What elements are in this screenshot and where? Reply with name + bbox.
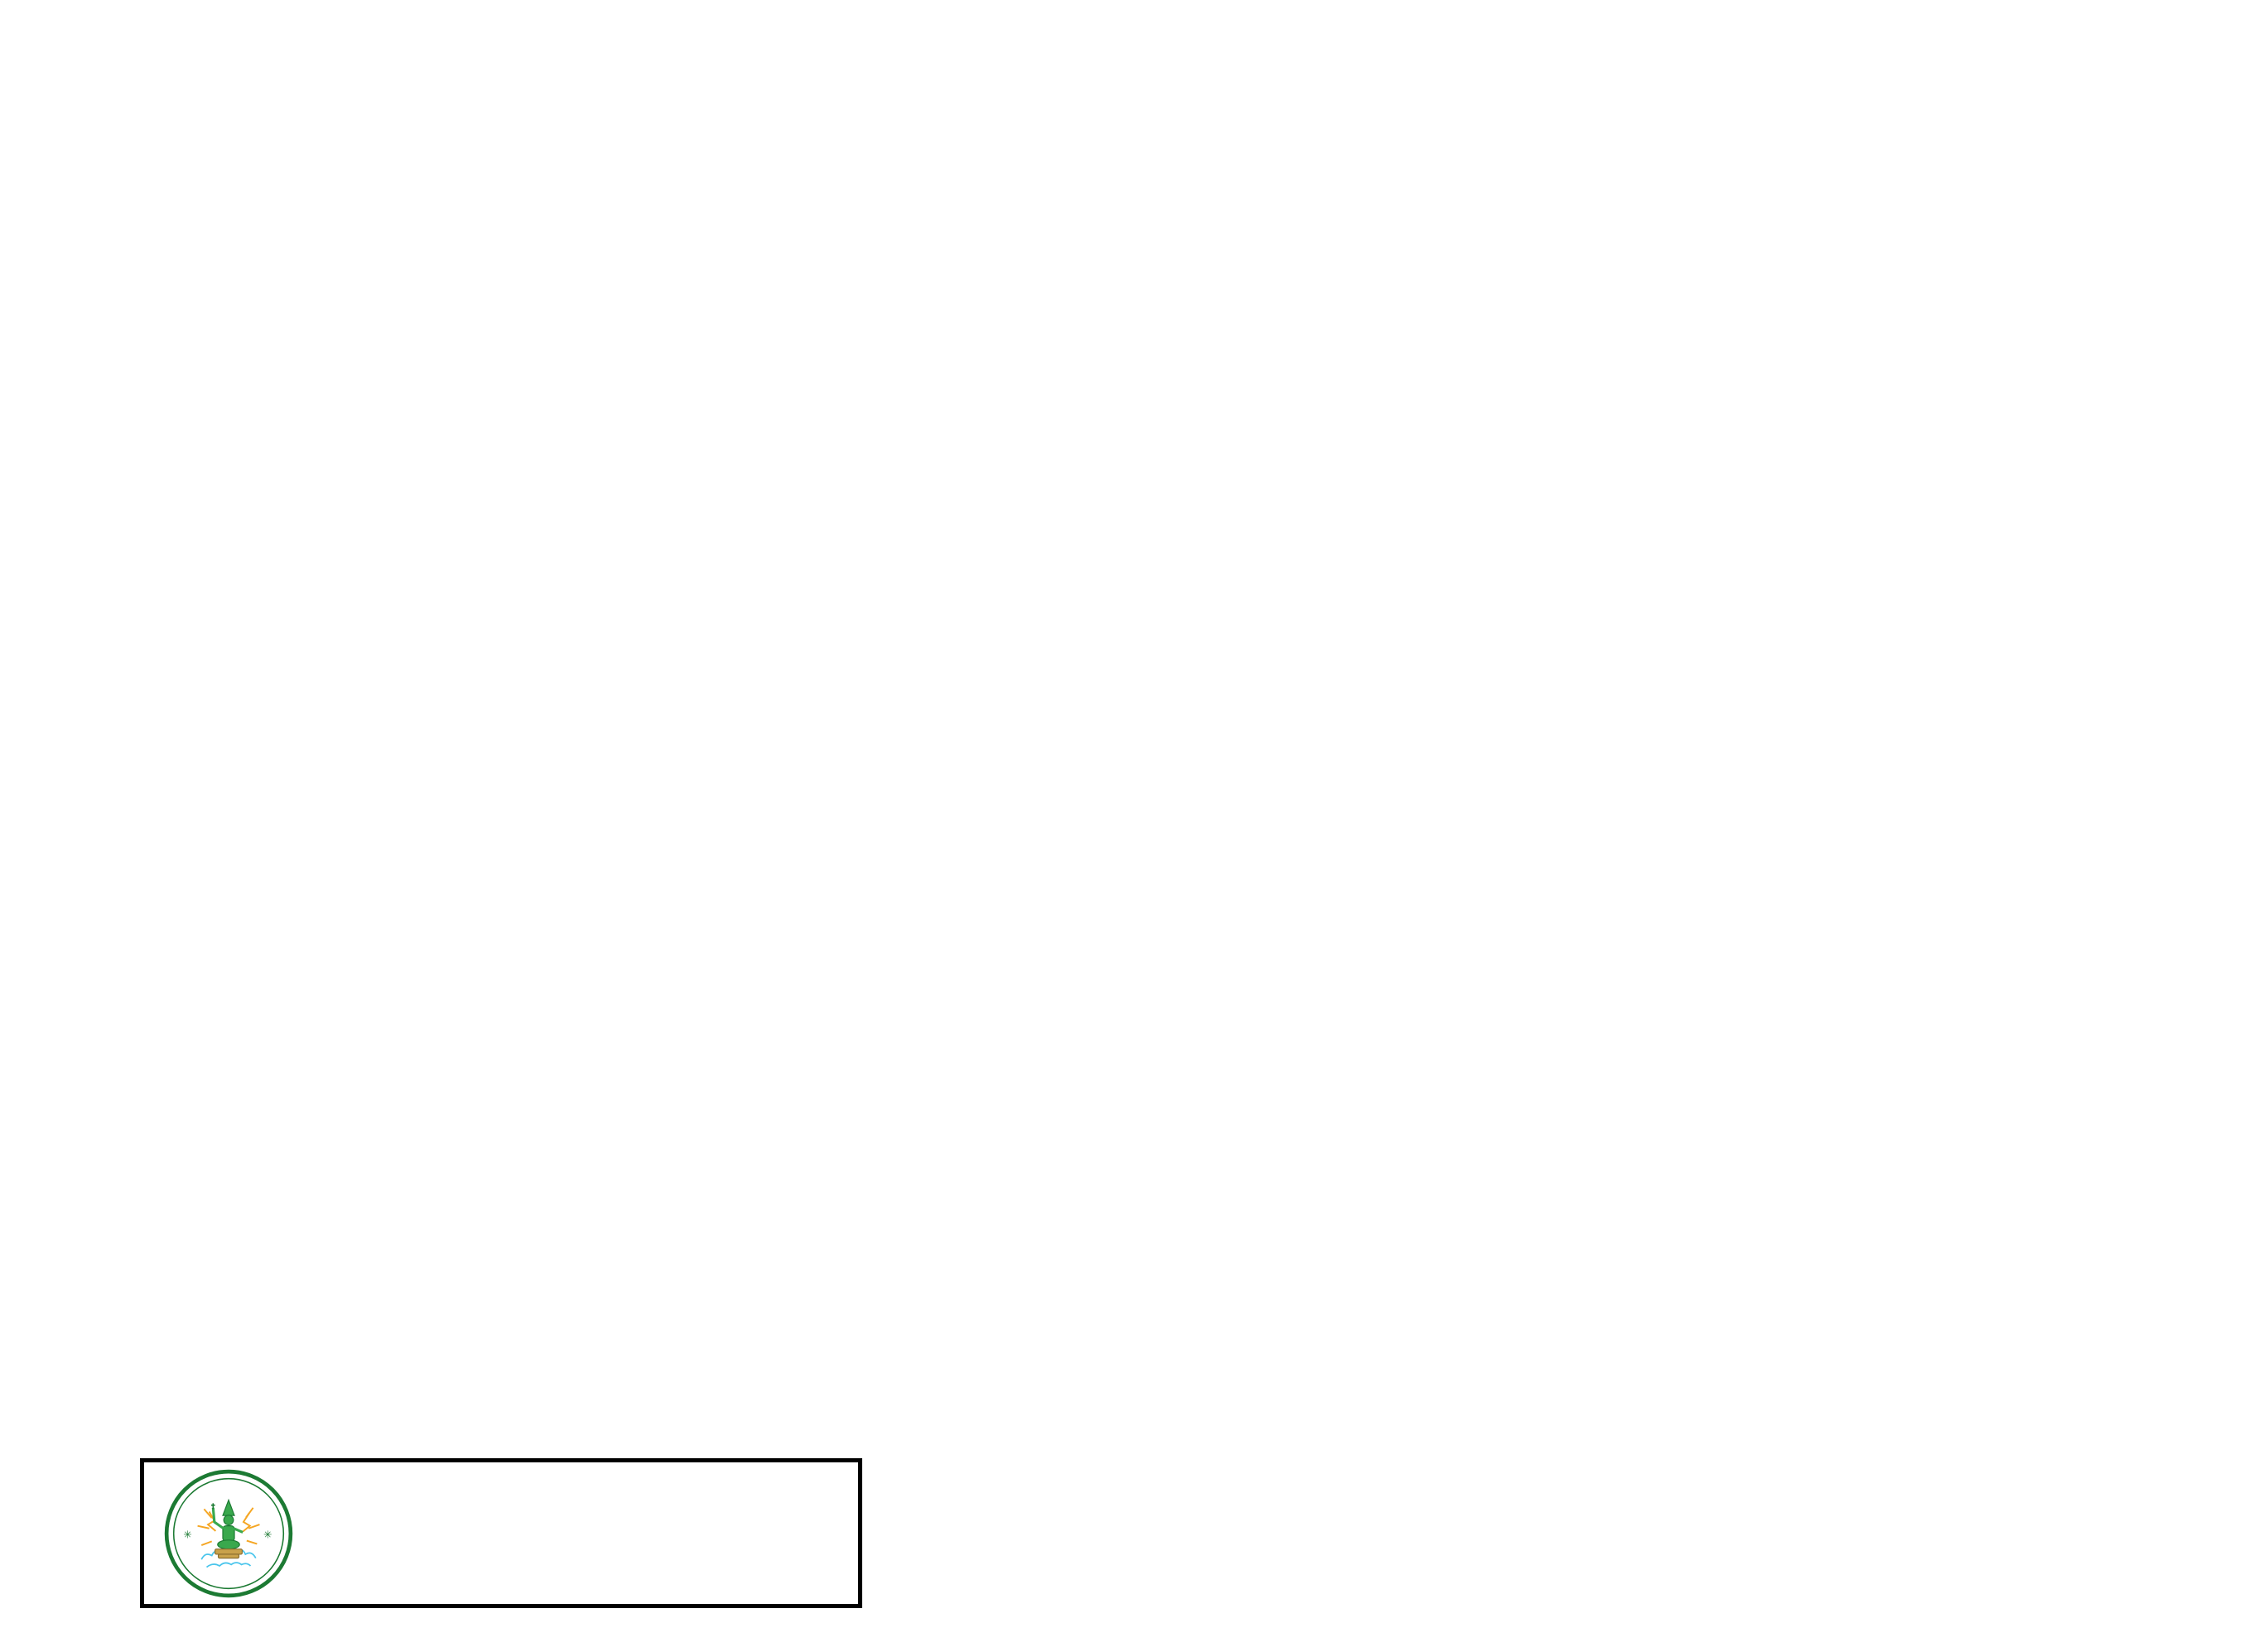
logo-flower-left-icon: ✳ [183, 1529, 191, 1540]
logo-inner-ring [172, 1477, 285, 1589]
tmd-logo: ✳ ✳ [164, 1469, 293, 1597]
logo-flower-right-icon: ✳ [263, 1529, 272, 1540]
legend-box: ✳ ✳ [140, 1458, 862, 1608]
logo-deity-icon [210, 1498, 244, 1558]
logo-sun-rays-icon [197, 1506, 260, 1546]
